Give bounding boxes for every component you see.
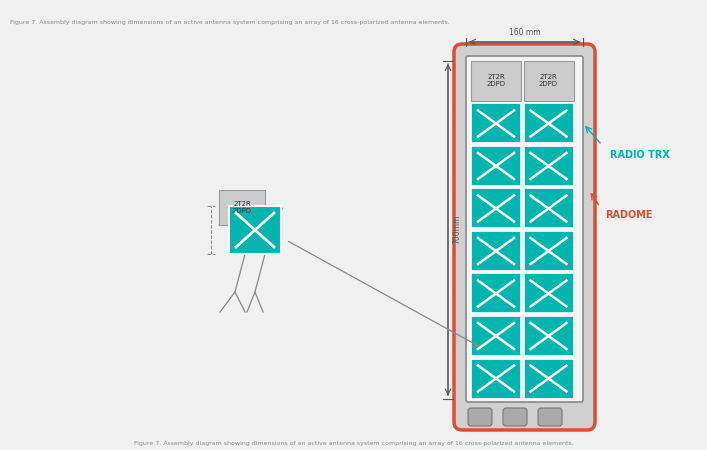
Text: 160 mm: 160 mm (509, 28, 540, 37)
Bar (229, 206, 281, 254)
Bar (523, 231, 573, 271)
FancyBboxPatch shape (503, 408, 527, 426)
Bar (471, 146, 521, 186)
Text: Figure 7. Assembly diagram showing dimensions of an active antenna system compri: Figure 7. Assembly diagram showing dimen… (134, 441, 573, 446)
Bar (523, 189, 573, 229)
Text: Figure 7. Assembly diagram showing dimensions of an active antenna system compri: Figure 7. Assembly diagram showing dimen… (10, 20, 450, 25)
Polygon shape (219, 208, 283, 225)
Bar (523, 274, 573, 314)
Text: 2T2R
2DPD: 2T2R 2DPD (486, 75, 506, 87)
Text: 2T2R
2DPD: 2T2R 2DPD (539, 75, 558, 87)
Bar (471, 61, 521, 101)
Bar (523, 61, 573, 101)
Bar (523, 104, 573, 144)
Bar (523, 359, 573, 399)
Bar (471, 231, 521, 271)
Text: RADOME: RADOME (605, 210, 653, 220)
Text: 700mm: 700mm (452, 215, 461, 244)
FancyBboxPatch shape (468, 408, 492, 426)
Text: RADIO TRX: RADIO TRX (610, 150, 670, 160)
FancyBboxPatch shape (454, 44, 595, 430)
Bar (471, 274, 521, 314)
Bar (471, 104, 521, 144)
Text: 2T2R
2DPD: 2T2R 2DPD (233, 201, 252, 214)
FancyBboxPatch shape (538, 408, 562, 426)
FancyBboxPatch shape (466, 56, 583, 402)
Bar (219, 190, 265, 225)
Bar (471, 316, 521, 356)
Bar (523, 316, 573, 356)
Bar (523, 146, 573, 186)
Bar (471, 189, 521, 229)
Bar (471, 359, 521, 399)
